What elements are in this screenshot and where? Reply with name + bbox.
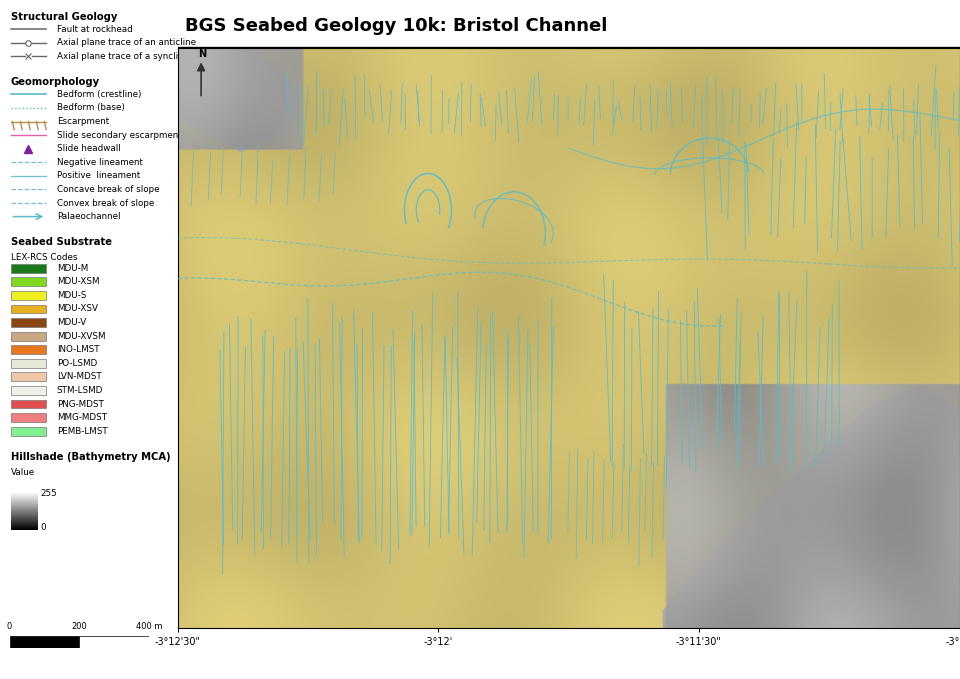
Text: 255: 255 — [41, 489, 58, 498]
Text: MDU-V: MDU-V — [57, 318, 86, 327]
Text: MDU-S: MDU-S — [57, 291, 86, 300]
Text: PEMB-LMST: PEMB-LMST — [57, 426, 108, 436]
Bar — [11, 264, 46, 273]
Text: Axial plane trace of a syncline: Axial plane trace of a syncline — [57, 52, 189, 61]
Bar — [11, 291, 46, 300]
Bar — [10, 636, 79, 648]
Text: Value: Value — [11, 468, 35, 477]
Text: Slide headwall: Slide headwall — [57, 144, 121, 153]
Polygon shape — [178, 48, 302, 152]
Text: Concave break of slope: Concave break of slope — [57, 185, 159, 194]
Text: MDU-M: MDU-M — [57, 263, 88, 273]
Text: PNG-MDST: PNG-MDST — [57, 399, 104, 409]
Text: LEX-RCS Codes: LEX-RCS Codes — [11, 253, 77, 261]
Text: Seabed Substrate: Seabed Substrate — [11, 237, 111, 247]
Text: MMG-MDST: MMG-MDST — [57, 413, 107, 422]
Bar — [11, 346, 46, 354]
Text: 200: 200 — [71, 622, 87, 631]
Text: Negative lineament: Negative lineament — [57, 158, 143, 167]
Text: Structural Geology: Structural Geology — [11, 12, 117, 22]
Text: 0: 0 — [7, 622, 12, 631]
Bar — [11, 359, 46, 368]
Text: INO-LMST: INO-LMST — [57, 345, 100, 354]
Text: Fault at rockhead: Fault at rockhead — [57, 24, 132, 34]
Text: Escarpment: Escarpment — [57, 117, 108, 126]
Text: PO-LSMD: PO-LSMD — [57, 359, 97, 368]
Polygon shape — [662, 384, 960, 628]
Text: MDU-XSM: MDU-XSM — [57, 277, 99, 287]
Text: MDU-XVSM: MDU-XVSM — [57, 331, 106, 341]
Text: Slide secondary escarpment: Slide secondary escarpment — [57, 130, 181, 140]
Text: LVN-MDST: LVN-MDST — [57, 372, 102, 382]
Bar — [79, 636, 149, 648]
Text: Convex break of slope: Convex break of slope — [57, 198, 155, 208]
Bar — [11, 318, 46, 327]
Text: Positive  lineament: Positive lineament — [57, 171, 140, 181]
Bar — [11, 332, 46, 341]
Text: BGS Seabed Geology 10k: Bristol Channel: BGS Seabed Geology 10k: Bristol Channel — [185, 17, 608, 35]
Bar — [11, 373, 46, 382]
Text: Geomorphology: Geomorphology — [11, 77, 100, 87]
Text: MDU-XSV: MDU-XSV — [57, 304, 98, 314]
Text: N: N — [199, 49, 206, 58]
Bar — [11, 305, 46, 314]
Text: 0: 0 — [41, 523, 46, 532]
Bar — [11, 400, 46, 409]
Text: 400 m: 400 m — [135, 622, 162, 631]
Text: STM-LSMD: STM-LSMD — [57, 386, 104, 395]
Text: Palaeochannel: Palaeochannel — [57, 212, 120, 221]
Text: Bedform (base): Bedform (base) — [57, 103, 125, 113]
Text: Hillshade (Bathymetry MCA): Hillshade (Bathymetry MCA) — [11, 452, 170, 462]
Bar — [11, 278, 46, 287]
Text: Bedform (crestline): Bedform (crestline) — [57, 90, 141, 99]
Text: Axial plane trace of an anticline: Axial plane trace of an anticline — [57, 38, 196, 48]
Bar — [11, 427, 46, 436]
Bar — [11, 386, 46, 395]
Bar — [11, 414, 46, 422]
